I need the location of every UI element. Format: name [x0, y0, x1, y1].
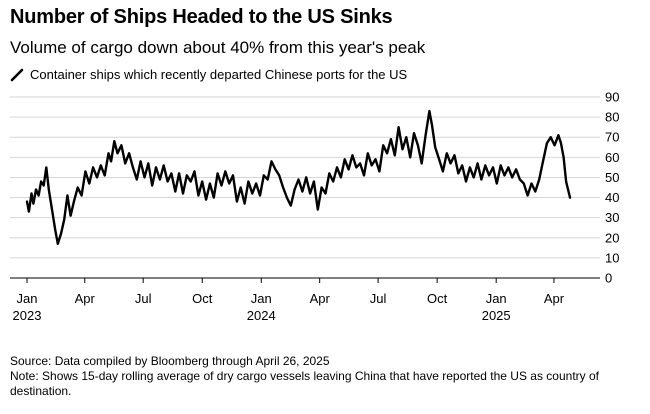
x-tick-year-4: 2024: [247, 308, 276, 323]
legend-label: Container ships which recently departed …: [30, 67, 408, 82]
chart-title: Number of Ships Headed to the US Sinks: [10, 6, 393, 28]
x-tick-label-2: Jul: [135, 291, 152, 306]
chart-subtitle: Volume of cargo down about 40% from this…: [10, 38, 426, 57]
x-tick-label-5: Apr: [310, 291, 331, 306]
y-tick-label-50: 50: [605, 170, 619, 185]
legend: Container ships which recently departed …: [10, 67, 407, 82]
source-note: Source: Data compiled by Bloomberg throu…: [10, 354, 330, 368]
y-tick-label-10: 10: [605, 250, 619, 265]
x-tick-label-1: Apr: [75, 291, 96, 306]
x-tick-label-4: Jan: [251, 291, 272, 306]
footnote: Note: Shows 15-day rolling average of dr…: [10, 369, 599, 398]
line-chart: 0 10 20 30 40 50 60 70 80 90 Jan 2023 Apr Jul Oct Jan 20…: [10, 90, 619, 323]
series-line-0: [25, 109, 572, 245]
x-tick-label-6: Jul: [370, 291, 387, 306]
x-tick-year-8: 2025: [482, 308, 511, 323]
y-tick-label-90: 90: [605, 90, 619, 105]
y-tick-label-0: 0: [605, 271, 612, 286]
y-tick-label-40: 40: [605, 190, 619, 205]
x-tick-label-9: Apr: [544, 291, 565, 306]
y-tick-label-30: 30: [605, 210, 619, 225]
x-tick-label-0: Jan: [17, 291, 38, 306]
x-tick-label-8: Jan: [486, 291, 507, 306]
y-tick-label-20: 20: [605, 230, 619, 245]
y-tick-label-80: 80: [605, 110, 619, 125]
legend-line-swatch-icon: [10, 68, 24, 81]
y-tick-label-70: 70: [605, 130, 619, 145]
x-tick-label-7: Oct: [427, 291, 448, 306]
x-tick-label-3: Oct: [192, 291, 213, 306]
x-tick-year-0: 2023: [13, 308, 42, 323]
y-tick-label-60: 60: [605, 150, 619, 165]
